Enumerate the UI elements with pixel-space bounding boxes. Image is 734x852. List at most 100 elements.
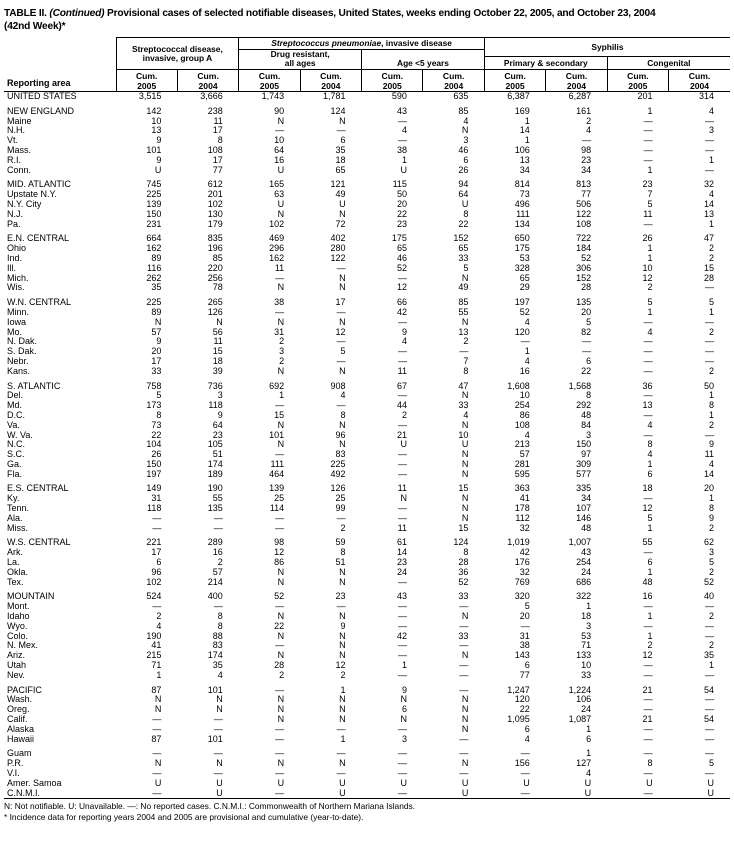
value-cell: 35 [212, 660, 223, 671]
value-cell: 3 [401, 733, 407, 744]
value-cell: 108 [514, 419, 530, 430]
value-cell: 1 [401, 154, 407, 165]
value-cell: N [339, 208, 346, 219]
value-cell: — [582, 346, 592, 357]
value-cell: 17 [151, 355, 162, 366]
table-row: Kans. 33 39 N N 11 8 16 22 — 2 [4, 366, 730, 377]
reporting-area-cell: Ill. [7, 262, 16, 273]
value-cell: 46 [458, 144, 469, 155]
value-cell: 22 [519, 704, 530, 715]
value-cell: 835 [207, 233, 223, 244]
value-cell: N [400, 694, 407, 705]
reporting-area-cell: Del. [7, 390, 24, 401]
value-cell: 46 [396, 252, 407, 263]
value-cell: — [336, 336, 346, 347]
value-cell: 6 [401, 704, 407, 715]
value-cell: 35 [335, 144, 346, 155]
footnote-incidence: * Incidence data for reporting years 200… [4, 811, 364, 822]
value-cell: 464 [269, 468, 285, 479]
reporting-area-cell: Hawaii [7, 733, 35, 744]
value-cell: — [520, 768, 530, 778]
value-cell: 1 [647, 611, 653, 622]
value-cell: 22 [274, 620, 285, 631]
value-cell: 25 [274, 493, 285, 504]
value-cell: 82 [581, 326, 592, 337]
table-title-continued: (Continued) [49, 8, 105, 19]
value-cell: 254 [576, 557, 592, 568]
value-cell: U [400, 164, 407, 175]
reporting-area-cell: S.C. [7, 449, 25, 460]
reporting-area-cell: Nev. [7, 669, 25, 680]
group-a-line2: invasive, group A [142, 52, 213, 63]
value-cell: 56 [212, 326, 223, 337]
table-row: Ga. 150 174 111 225 — N 281 309 1 4 [4, 459, 730, 470]
value-cell: — [643, 620, 653, 631]
value-cell: 33 [458, 591, 469, 602]
value-cell: 496 [514, 198, 530, 209]
value-cell: 10 [642, 262, 653, 273]
value-cell: 6 [524, 660, 530, 671]
value-cell: 322 [576, 591, 592, 602]
value-cell: N [461, 449, 469, 460]
table-row: Minn. 89 126 — — 42 55 52 20 1 1 [4, 307, 730, 318]
value-cell: — [459, 346, 469, 357]
value-cell: — [275, 733, 285, 744]
value-cell: N [216, 704, 223, 715]
value-cell: 8 [708, 400, 714, 411]
table-row: Okla. 96 57 N N 24 36 32 24 1 2 [4, 567, 730, 578]
value-cell: 2 [279, 355, 285, 366]
value-cell: — [361, 788, 423, 800]
value-cell: — [336, 768, 346, 778]
value-cell: N [154, 704, 162, 715]
value-cell: — [643, 723, 653, 734]
value-cell: — [607, 788, 669, 800]
table-row: Upstate N.Y. 225 201 63 49 50 64 73 77 7 4 [4, 189, 730, 200]
value-cell: — [397, 723, 407, 734]
value-cell: 10 [519, 390, 530, 401]
value-cell: 35 [151, 282, 162, 293]
syphilis-header: Syphilis [483, 37, 730, 57]
value-cell: 15 [458, 522, 469, 533]
value-cell: — [643, 346, 653, 357]
value-cell: 35 [703, 650, 714, 661]
table-row: Wis. 35 78 N N 12 49 29 28 2 — [4, 283, 730, 293]
value-cell: — [484, 788, 546, 800]
value-cell: 2 [708, 326, 714, 337]
value-cell: 11 [213, 115, 223, 126]
value-cell: 2 [647, 640, 653, 651]
value-cell: 9 [708, 512, 714, 523]
value-cell: — [152, 522, 162, 533]
table-row: W.N. CENTRAL 225 265 38 17 66 85 197 135 5 5 [4, 297, 730, 308]
value-cell: 1 [708, 154, 714, 165]
value-cell: — [582, 336, 592, 347]
value-cell: 176 [514, 557, 530, 568]
value-cell: 77 [581, 189, 592, 200]
value-cell: 17 [151, 547, 162, 558]
value-cell: N [277, 758, 285, 769]
value-cell: 612 [207, 179, 223, 190]
value-cell: — [336, 723, 346, 734]
value-cell: 143 [514, 650, 530, 661]
value-cell: 20 [396, 198, 407, 209]
reporting-area-cell: Md. [7, 400, 23, 411]
value-cell: 14 [519, 125, 530, 136]
value-cell: 13 [519, 154, 530, 165]
value-cell: 108 [576, 218, 592, 229]
table-row: Mich. 262 256 — N — N 65 152 12 28 [4, 273, 730, 284]
value-cell: 5 [647, 297, 653, 308]
value-cell: 106 [514, 144, 530, 155]
reporting-area-cell: E.S. CENTRAL [7, 483, 69, 494]
value-cell: 142 [146, 105, 162, 116]
value-cell: — [459, 768, 469, 778]
table-row: Ind. 89 85 162 122 46 33 53 52 1 2 [4, 252, 730, 264]
value-cell: — [397, 758, 407, 769]
value-cell: 5 [708, 758, 714, 769]
value-cell: N [461, 611, 469, 622]
value-cell: 9 [340, 620, 346, 631]
value-cell: U [461, 198, 469, 209]
value-cell: 296 [269, 243, 285, 254]
value-cell: 49 [458, 282, 469, 293]
table-row: Nebr. 17 18 2 — — 7 4 6 — — [4, 355, 730, 367]
value-cell: N [277, 115, 285, 126]
value-cell: 190 [207, 483, 223, 494]
